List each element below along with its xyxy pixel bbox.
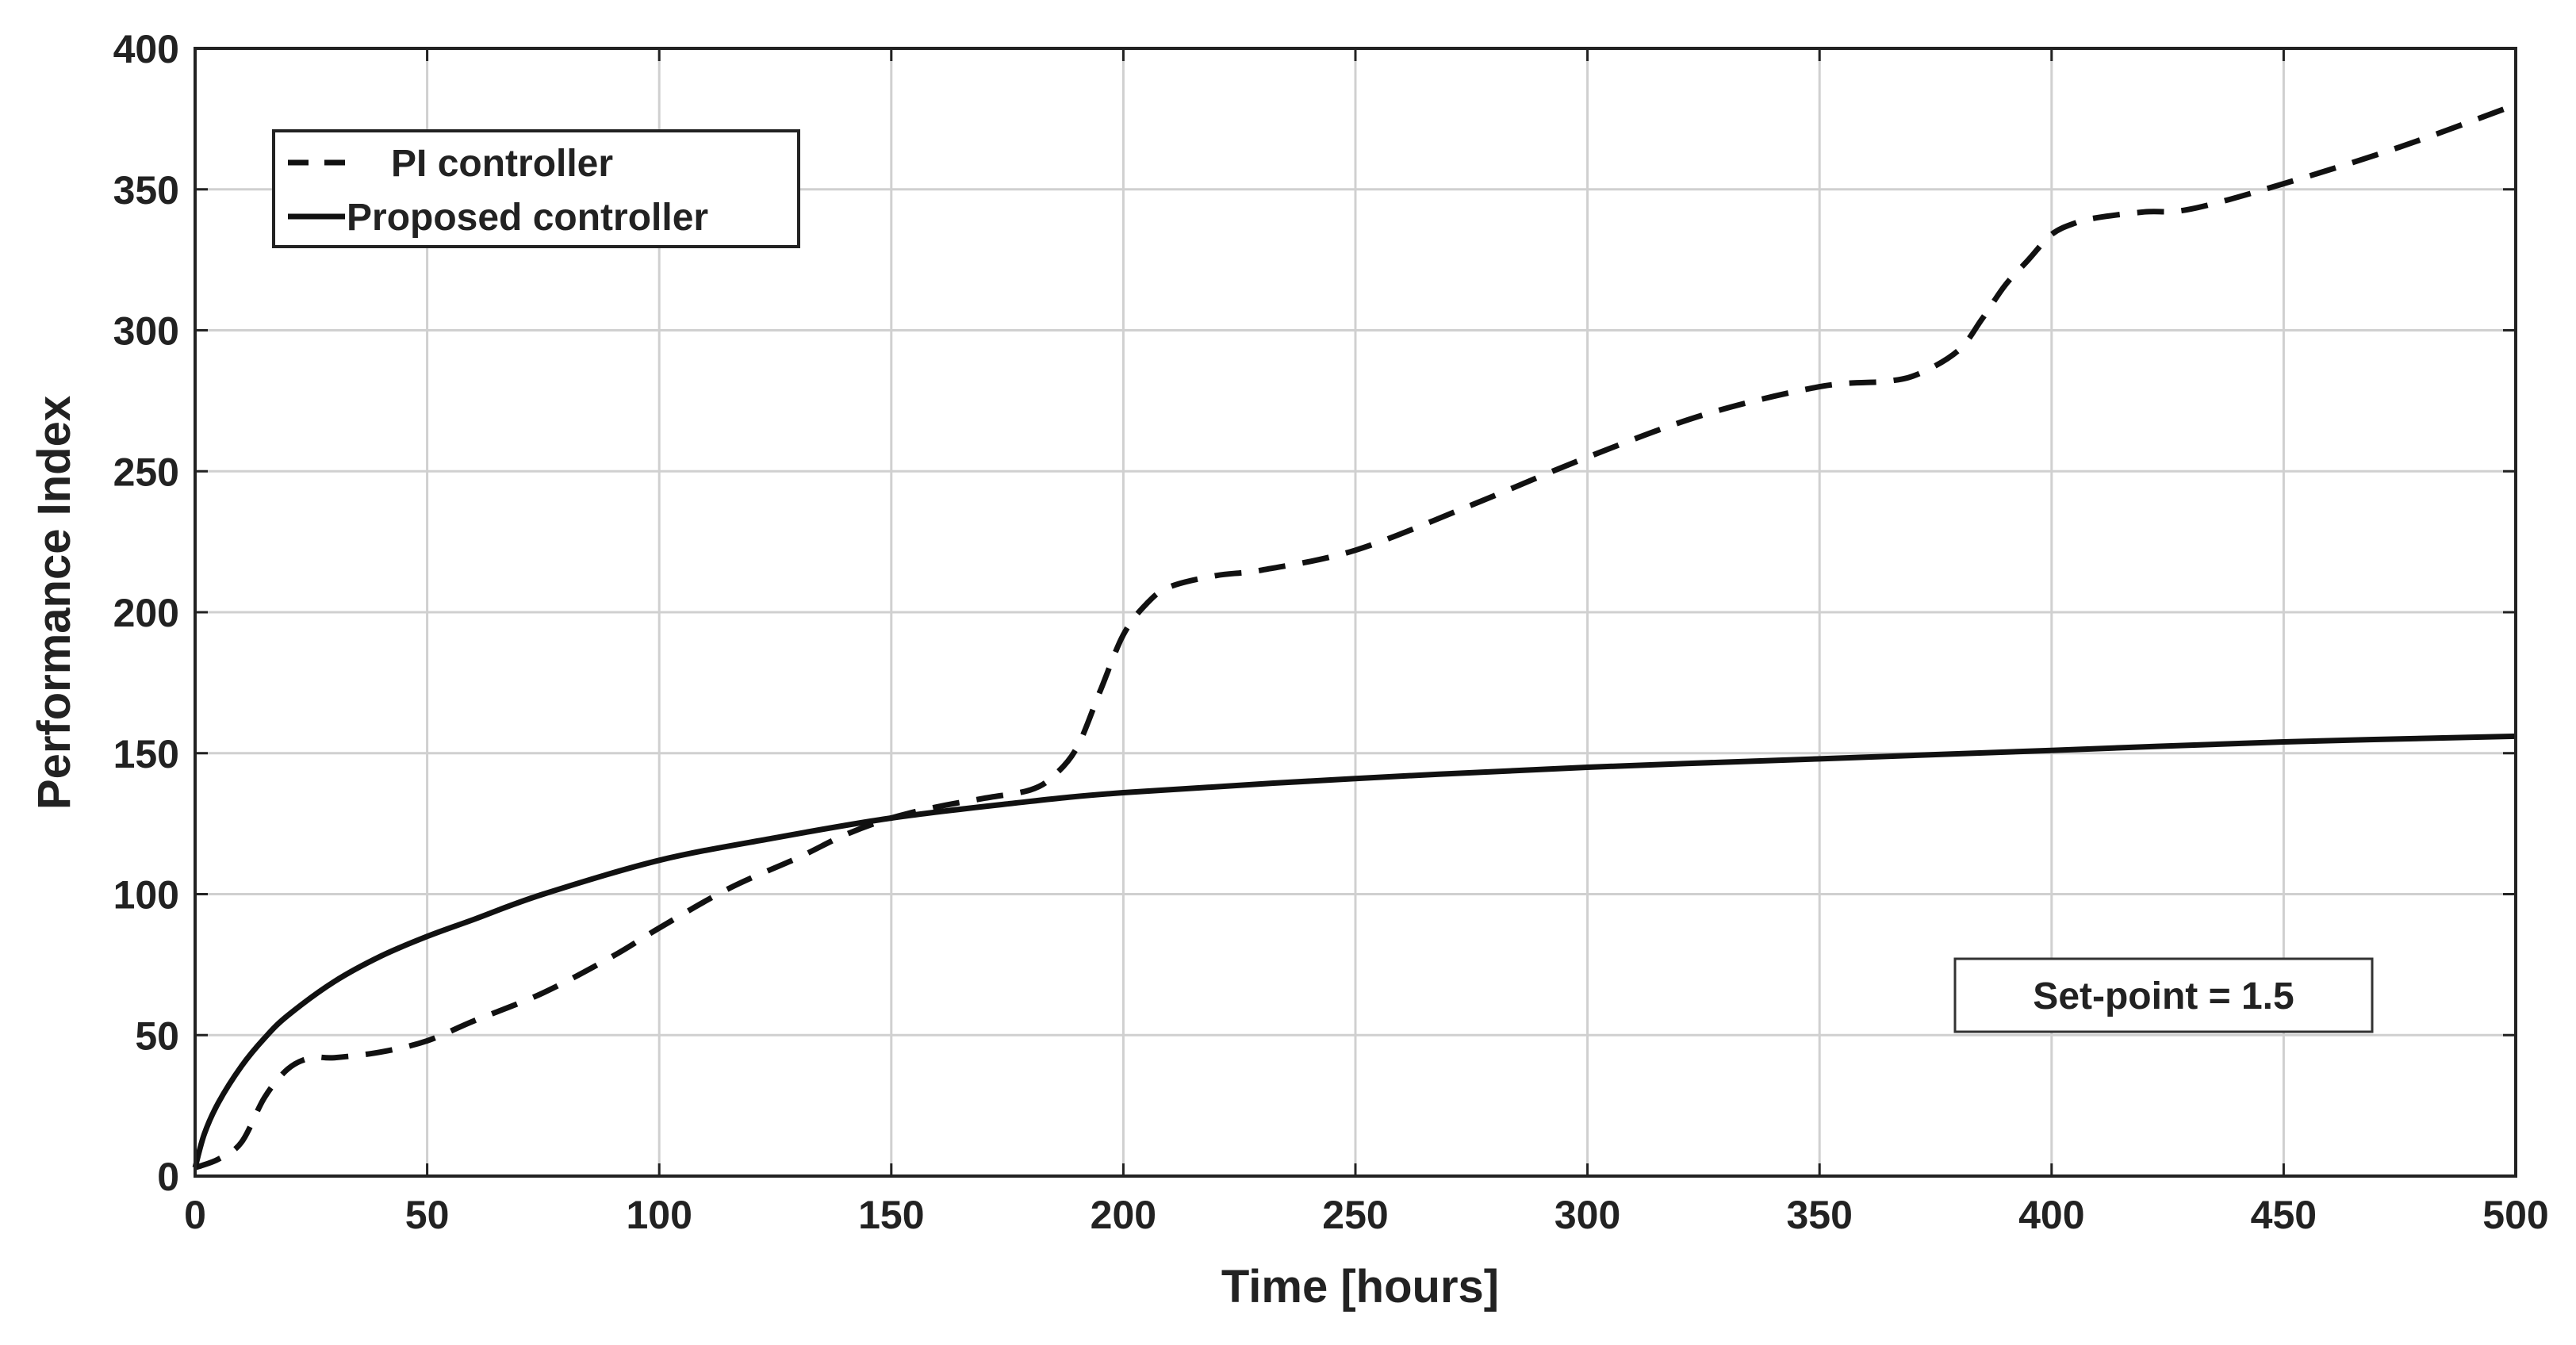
tick-labels: 0 50 100 150 200 250 300 350 400 450 500 0 50 100 150 2…: [113, 27, 2549, 1237]
series-line-pi-controller: [194, 102, 2517, 1171]
y-tick-label: 150: [113, 732, 179, 776]
legend: PI controller Proposed controller: [272, 129, 800, 248]
legend-label: PI controller: [391, 143, 613, 185]
x-tick-label: 100: [626, 1193, 692, 1237]
y-tick-label: 250: [113, 450, 179, 494]
series-line-proposed-controller: [192, 733, 2517, 1169]
annotation-box: [1953, 957, 2374, 1033]
axes: [194, 47, 2517, 1178]
x-tick-label: 50: [405, 1193, 450, 1237]
x-tick-label: 350: [1786, 1193, 1852, 1237]
legend-box: [272, 129, 800, 248]
y-tick-label: 350: [113, 168, 179, 213]
x-tick-label: 200: [1091, 1193, 1156, 1237]
x-tick-label: 0: [184, 1193, 206, 1237]
x-tick-label: 150: [858, 1193, 924, 1237]
x-tick-label: 300: [1554, 1193, 1620, 1237]
legend-label: Proposed controller: [347, 197, 708, 239]
x-tick-label: 450: [2251, 1193, 2317, 1237]
y-tick-label: 200: [113, 591, 179, 635]
x-tick-label: 500: [2482, 1193, 2548, 1237]
x-axis-title: Time [hours]: [1221, 1261, 1499, 1312]
annotation-text: Set-point = 1.5: [2033, 975, 2294, 1017]
x-tick-label: 400: [2018, 1193, 2084, 1237]
y-tick-label: 100: [113, 873, 179, 918]
y-tick-label: 300: [113, 309, 179, 354]
plot-frame: [194, 47, 2517, 1178]
y-tick-label: 50: [135, 1014, 179, 1058]
x-tick-label: 250: [1322, 1193, 1388, 1237]
series-lines: [192, 102, 2517, 1171]
y-axis-title: Performance Index: [29, 396, 80, 810]
y-tick-label: 0: [157, 1155, 179, 1199]
setpoint-annotation: Set-point = 1.5: [1953, 957, 2374, 1033]
y-tick-label: 400: [113, 27, 179, 71]
